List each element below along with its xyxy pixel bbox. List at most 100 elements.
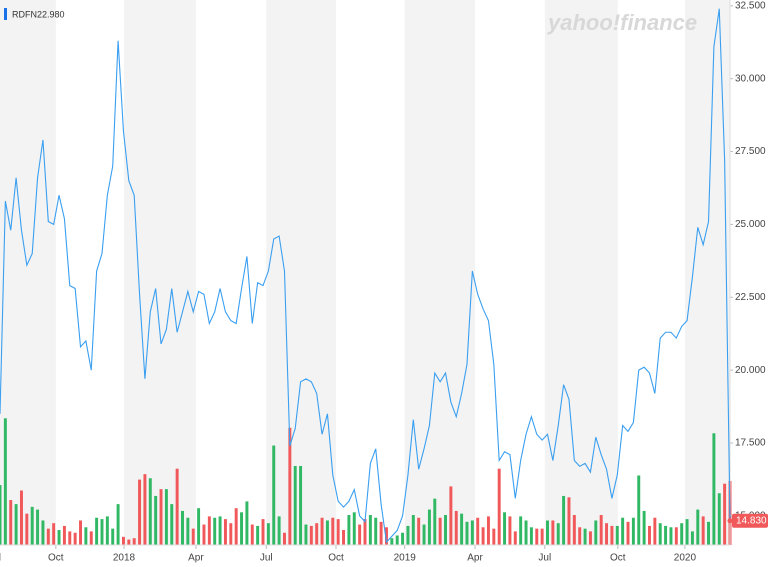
x-tick-label: Oct bbox=[328, 553, 344, 564]
volume-bar bbox=[288, 427, 292, 545]
volume-bar bbox=[401, 532, 405, 545]
volume-bar bbox=[535, 528, 539, 545]
volume-bar bbox=[594, 520, 598, 545]
volume-bar bbox=[723, 483, 727, 545]
volume-bar bbox=[191, 528, 195, 545]
price-label: 22.980 bbox=[37, 9, 65, 19]
volume-bar bbox=[476, 517, 480, 545]
volume-bar bbox=[696, 509, 700, 545]
volume-bar bbox=[186, 517, 190, 545]
volume-bar bbox=[368, 515, 372, 545]
volume-bar bbox=[245, 501, 249, 545]
volume-bar bbox=[181, 510, 184, 545]
y-tick-label: 27.500 bbox=[735, 146, 766, 157]
volume-bar bbox=[379, 521, 383, 545]
volume-bar bbox=[631, 517, 635, 545]
volume-bar bbox=[261, 519, 265, 545]
volume-bar bbox=[9, 500, 13, 545]
volume-bar bbox=[256, 525, 260, 545]
y-tick-label: 17.500 bbox=[735, 438, 766, 449]
volume-bar bbox=[148, 478, 152, 545]
last-point bbox=[727, 518, 733, 524]
volume-bar bbox=[503, 512, 507, 545]
volume-bar bbox=[642, 510, 646, 545]
period-band bbox=[123, 0, 196, 545]
volume-bar bbox=[62, 525, 66, 545]
volume-bar bbox=[127, 539, 131, 545]
volume-bar bbox=[68, 531, 72, 545]
y-tick-label: 25.000 bbox=[735, 219, 766, 230]
volume-bar bbox=[30, 506, 34, 545]
volume-bar bbox=[41, 520, 45, 545]
volume-bar bbox=[159, 489, 163, 545]
volume-bar bbox=[685, 519, 689, 545]
volume-bar bbox=[197, 508, 201, 545]
volume-bar bbox=[3, 418, 7, 545]
volume-bar bbox=[707, 521, 711, 545]
watermark: yahoo!finance bbox=[547, 10, 697, 35]
volume-bar bbox=[513, 531, 517, 545]
volume-bar bbox=[674, 527, 678, 545]
volume-bar bbox=[299, 465, 303, 545]
last-price-badge bbox=[732, 513, 768, 528]
volume-bar bbox=[438, 517, 442, 545]
volume-bar bbox=[562, 495, 566, 545]
period-band bbox=[404, 0, 476, 545]
x-tick-label: Apr bbox=[467, 553, 483, 564]
volume-bar bbox=[508, 516, 512, 545]
y-tick-label: 32.500 bbox=[735, 0, 766, 11]
volume-bar bbox=[433, 498, 437, 545]
volume-bar bbox=[336, 519, 340, 545]
volume-bar bbox=[417, 517, 421, 545]
volume-bar bbox=[277, 516, 281, 545]
symbol: RDFN bbox=[12, 9, 37, 19]
volume-bar bbox=[121, 536, 125, 545]
volume-bar bbox=[583, 528, 587, 545]
volume-bar bbox=[363, 519, 367, 545]
x-tick-label: Jul bbox=[0, 553, 1, 564]
volume-bar bbox=[84, 527, 88, 545]
volume-bar bbox=[374, 517, 378, 545]
price-line bbox=[0, 8, 731, 544]
volume-bar bbox=[223, 519, 227, 545]
volume-bar bbox=[690, 531, 694, 545]
volume-bar bbox=[250, 524, 254, 545]
period-band bbox=[266, 0, 337, 545]
volume-bar bbox=[556, 523, 560, 545]
volume-bar bbox=[320, 517, 324, 545]
x-tick-label: Jul bbox=[538, 553, 551, 564]
symbol-marker bbox=[4, 8, 7, 20]
volume-bar bbox=[213, 517, 217, 545]
x-tick-label: Oct bbox=[610, 553, 626, 564]
volume-bar bbox=[95, 517, 99, 545]
volume-bar bbox=[73, 532, 77, 545]
x-tick-label: Oct bbox=[48, 553, 64, 564]
last-price-label: 14.830 bbox=[736, 515, 767, 526]
volume-bar bbox=[519, 516, 523, 545]
volume-bar bbox=[411, 515, 415, 545]
volume-bar bbox=[529, 527, 533, 545]
volume-bar bbox=[637, 475, 641, 545]
volume-bar bbox=[717, 493, 721, 545]
volume-bar bbox=[170, 504, 174, 545]
volume-bar bbox=[331, 517, 335, 545]
y-tick-label: 20.000 bbox=[735, 365, 766, 376]
volume-bar bbox=[304, 524, 308, 545]
volume-bar bbox=[89, 531, 93, 545]
volume-bar bbox=[712, 433, 716, 545]
volume-bar bbox=[390, 538, 394, 545]
volume-bar bbox=[14, 504, 18, 545]
y-tick-label: 30.000 bbox=[735, 73, 766, 84]
volume-bar bbox=[460, 513, 464, 545]
volume-bar bbox=[497, 468, 501, 545]
volume-bar bbox=[578, 527, 582, 545]
x-tick-label: 2018 bbox=[113, 553, 136, 564]
period-band bbox=[684, 0, 730, 545]
volume-bar bbox=[116, 504, 120, 545]
volume-bar bbox=[454, 510, 458, 545]
volume-bar bbox=[680, 523, 684, 545]
volume-bar bbox=[384, 527, 388, 545]
volume-bar bbox=[36, 509, 40, 545]
volume-bar bbox=[266, 523, 270, 545]
volume-bar bbox=[207, 516, 211, 545]
